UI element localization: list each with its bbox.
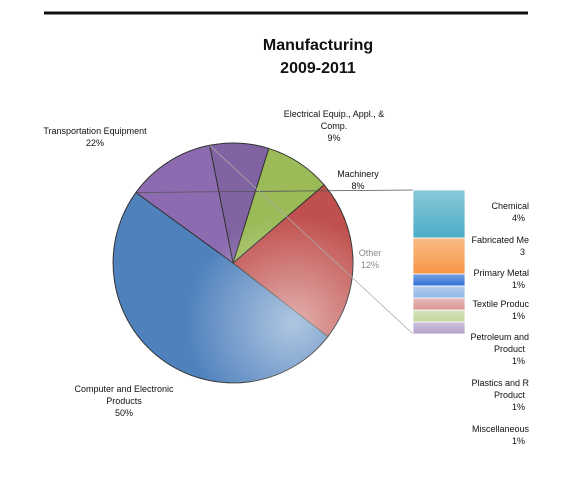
pie-slices: [112, 142, 354, 384]
pie-highlight: [113, 143, 353, 383]
breakout-segment-shade: [413, 310, 465, 322]
breakout-label: Petroleum and Product 1%: [470, 332, 529, 366]
slice-label: Other 12%: [359, 248, 382, 270]
chart-title: Manufacturing: [263, 37, 373, 54]
breakout-label: Textile Produc 1%: [472, 299, 529, 321]
chart-subtitle: 2009-2011: [280, 60, 356, 77]
breakout-label: Miscellaneous 1%: [472, 424, 530, 446]
breakout-bar: Chemical 4% Fabricated Me 3 Primary Metal 1% T…: [135, 145, 573, 460]
slice-label: Transportation Equipment 22%: [43, 126, 147, 148]
breakout-segment-shade: [413, 190, 465, 238]
slice-label: Machinery 8%: [337, 169, 379, 191]
slice-label: Electrical Equip., Appl., & Comp. 9%: [284, 109, 385, 143]
slice-label: Computer and Electronic Products 50%: [74, 384, 174, 418]
clip-mask: [530, 180, 573, 460]
breakout-label: Plastics and R Product 1%: [471, 378, 529, 412]
breakout-segment-shade: [413, 274, 465, 286]
breakout-label: Chemical 4%: [491, 201, 529, 223]
breakout-segment-shade: [413, 286, 465, 298]
breakout-segment-shade: [413, 322, 465, 334]
breakout-segment-shade: [413, 298, 465, 310]
connector-line: [209, 145, 414, 335]
breakout-label: Fabricated Me 3: [471, 235, 529, 257]
breakout-label: Primary Metal 1%: [473, 268, 529, 290]
breakout-segment-shade: [413, 238, 465, 274]
pie-labels: Computer and Electronic Products 50% Transp…: [43, 109, 384, 418]
connector-line: [135, 189, 414, 193]
